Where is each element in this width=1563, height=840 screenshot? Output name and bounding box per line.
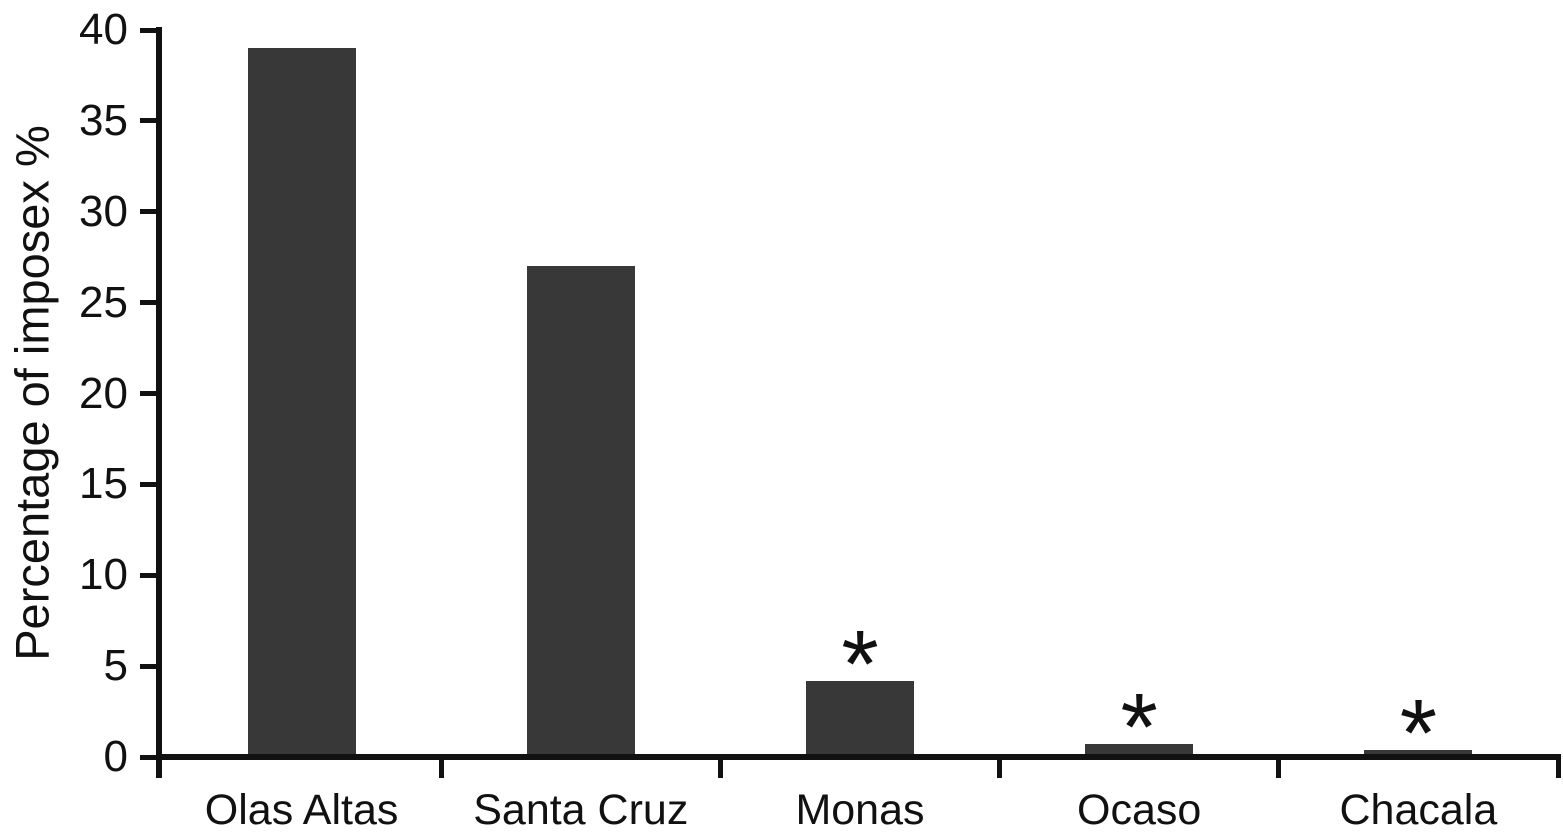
x-axis-category-label: Ocaso xyxy=(1077,786,1202,834)
y-axis-tick xyxy=(140,391,158,396)
y-axis-tick-label: 25 xyxy=(79,277,128,327)
x-axis-tick xyxy=(438,754,444,778)
y-axis-tick-label: 5 xyxy=(103,641,128,691)
x-axis-line xyxy=(156,754,1558,760)
x-axis-category-label: Chacala xyxy=(1339,786,1498,834)
significance-asterisk: * xyxy=(1399,679,1438,787)
y-axis-tick xyxy=(140,754,158,760)
y-axis-tick-label: 30 xyxy=(79,186,128,236)
x-axis-tick xyxy=(997,754,1003,778)
y-axis-tick xyxy=(140,663,158,669)
y-axis-tick xyxy=(140,300,158,306)
bar-olas-altas xyxy=(247,48,356,757)
significance-asterisk: * xyxy=(841,610,879,718)
y-axis-tick xyxy=(140,27,158,33)
x-axis-category-label: Monas xyxy=(795,786,925,834)
x-axis-tick xyxy=(717,754,723,778)
significance-asterisk: * xyxy=(1120,674,1158,782)
bar-santa-cruz xyxy=(526,266,635,757)
x-axis-category-label: Santa Cruz xyxy=(473,786,689,834)
x-axis-category-label: Olas Altas xyxy=(204,786,399,834)
y-axis-tick-label: 40 xyxy=(79,5,128,54)
y-axis-tick-label: 15 xyxy=(79,459,128,509)
bar-ocaso xyxy=(1085,744,1194,757)
y-axis-tick xyxy=(140,481,158,487)
x-axis-tick xyxy=(1555,754,1561,778)
y-axis-tick xyxy=(140,118,158,124)
y-axis-tick-label: 20 xyxy=(79,368,128,418)
bar-monas xyxy=(806,680,914,757)
y-axis-tick xyxy=(140,209,158,215)
x-axis-tick xyxy=(1276,754,1282,778)
y-axis-line xyxy=(156,27,162,778)
bar-chacala xyxy=(1364,749,1473,757)
y-axis-tick-label: 0 xyxy=(103,732,128,781)
y-axis-tick-label: 10 xyxy=(79,550,128,600)
y-axis-tick xyxy=(140,572,158,578)
y-axis-tick-label: 35 xyxy=(79,95,128,145)
